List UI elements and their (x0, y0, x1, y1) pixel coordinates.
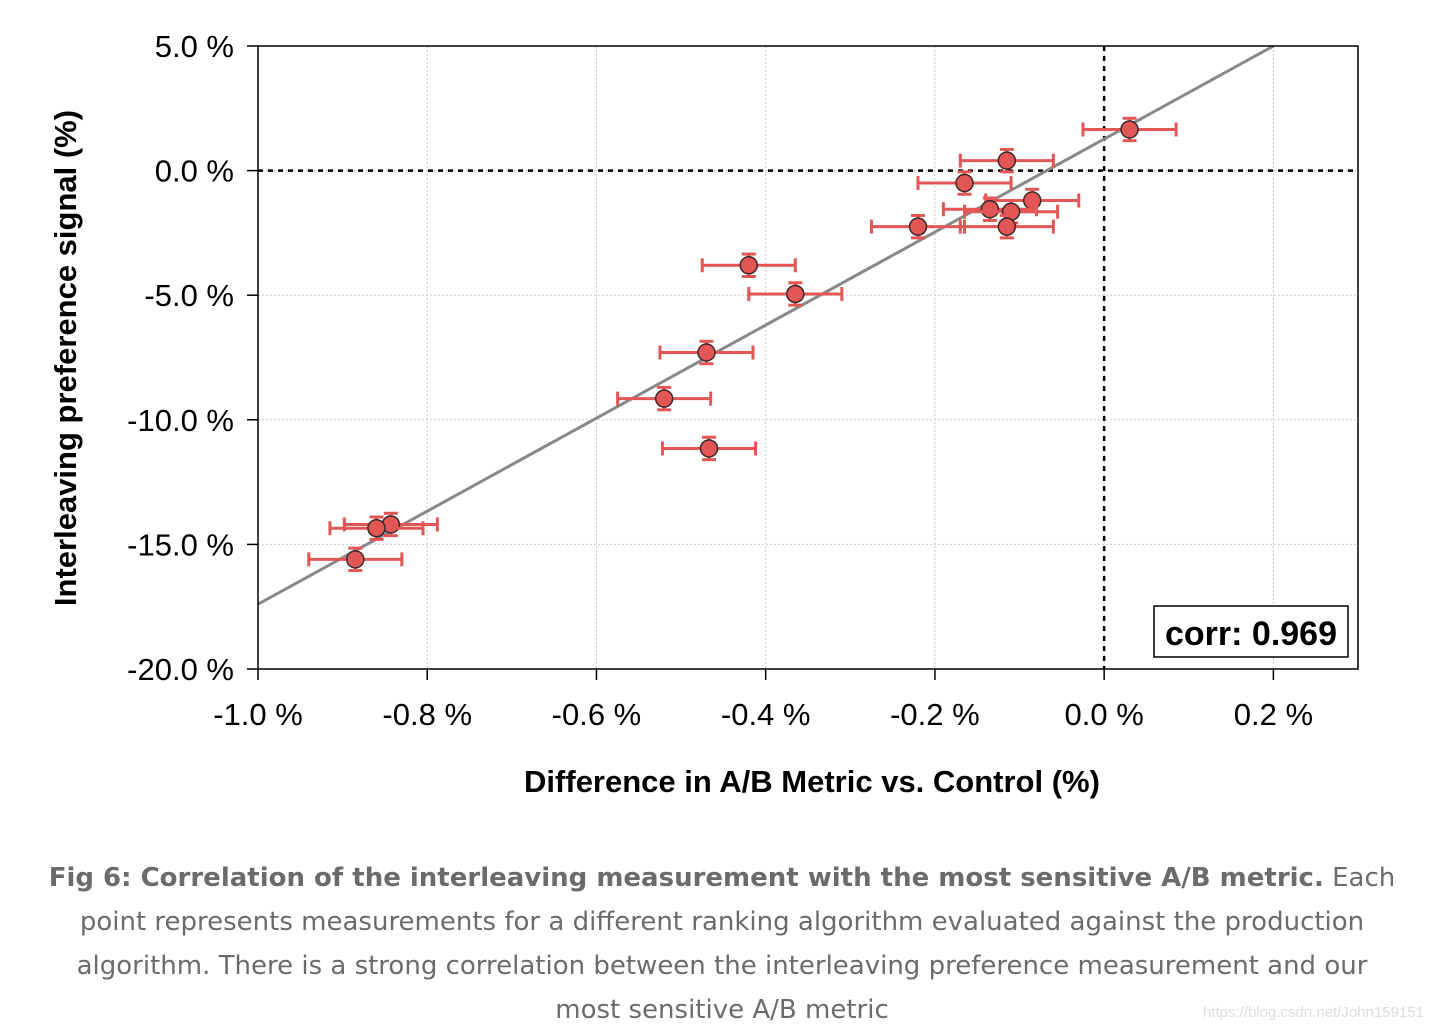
point-marker (908, 217, 928, 236)
data-point (307, 546, 404, 573)
point-marker (1022, 191, 1042, 210)
x-tick-label: -0.4 % (721, 697, 811, 732)
x-tick-label: 0.2 % (1234, 697, 1313, 732)
point-marker (1120, 120, 1139, 139)
caption-bold: Fig 6: Correlation of the interleaving m… (48, 863, 1324, 893)
x-tick-label: -0.8 % (382, 697, 472, 732)
y-tick-label: 5.0 % (155, 29, 234, 64)
x-tick-label: 0.0 % (1065, 697, 1144, 732)
data-point (660, 435, 758, 462)
data-point (958, 213, 1055, 240)
data-point (869, 213, 967, 240)
data-point (658, 339, 755, 366)
y-tick-label: -5.0 % (144, 278, 234, 313)
data-point (958, 147, 1055, 174)
y-tick-label: 0.0 % (155, 154, 234, 189)
scatter-chart: -1.0 % -0.8 % -0.6 % -0.4 % -0.2 % 0.0 % 0.2 %… (48, 29, 1359, 799)
data-point (1081, 116, 1178, 143)
x-axis-title: Difference in A/B Metric vs. Control (%) (524, 764, 1100, 799)
data-point (700, 252, 797, 279)
correlation-label: corr: 0.969 (1165, 615, 1337, 653)
y-tick-label: -20.0 % (127, 652, 234, 687)
y-axis-title: Interleaving preference signal (%) (48, 110, 83, 606)
data-point (616, 385, 713, 412)
regression-line (257, 44, 1275, 606)
x-tick-label: -0.2 % (890, 697, 980, 732)
point-marker (980, 199, 1000, 219)
point-marker (955, 173, 974, 193)
data-points (307, 116, 1178, 573)
plot-border (257, 45, 1359, 670)
point-marker (699, 439, 719, 458)
watermark: https://blog.csdn.net/John159151 (1202, 1004, 1424, 1021)
y-tick-label: -15.0 % (127, 527, 234, 562)
reference-lines (258, 46, 1358, 669)
x-tick-label: -0.6 % (552, 697, 642, 732)
point-marker (346, 550, 365, 569)
data-point (916, 170, 1013, 196)
point-marker (654, 389, 674, 408)
point-marker (997, 217, 1017, 236)
correlation-box: corr: 0.969 (1153, 605, 1349, 658)
x-tick-label: -1.0 % (213, 697, 303, 732)
data-point (941, 196, 1038, 222)
data-point (747, 281, 844, 307)
figure-caption: Fig 6: Correlation of the interleaving m… (40, 856, 1404, 1032)
point-marker (367, 518, 386, 538)
y-tick-label: -10.0 % (127, 403, 234, 438)
fit-line-group (257, 44, 1275, 606)
y-axis-ticks: 5.0 % 0.0 % -5.0 % -10.0 % -15.0 % -20.0 % (127, 29, 258, 687)
caption-text: Each point represents measurements for a… (76, 863, 1396, 1025)
data-point (328, 515, 425, 541)
point-marker (739, 256, 759, 275)
grid-lines (257, 45, 1358, 670)
point-marker (697, 343, 716, 362)
point-marker (997, 151, 1017, 170)
x-axis-ticks: -1.0 % -0.8 % -0.6 % -0.4 % -0.2 % 0.0 % 0.2 % (213, 669, 1313, 732)
point-marker (786, 284, 805, 304)
